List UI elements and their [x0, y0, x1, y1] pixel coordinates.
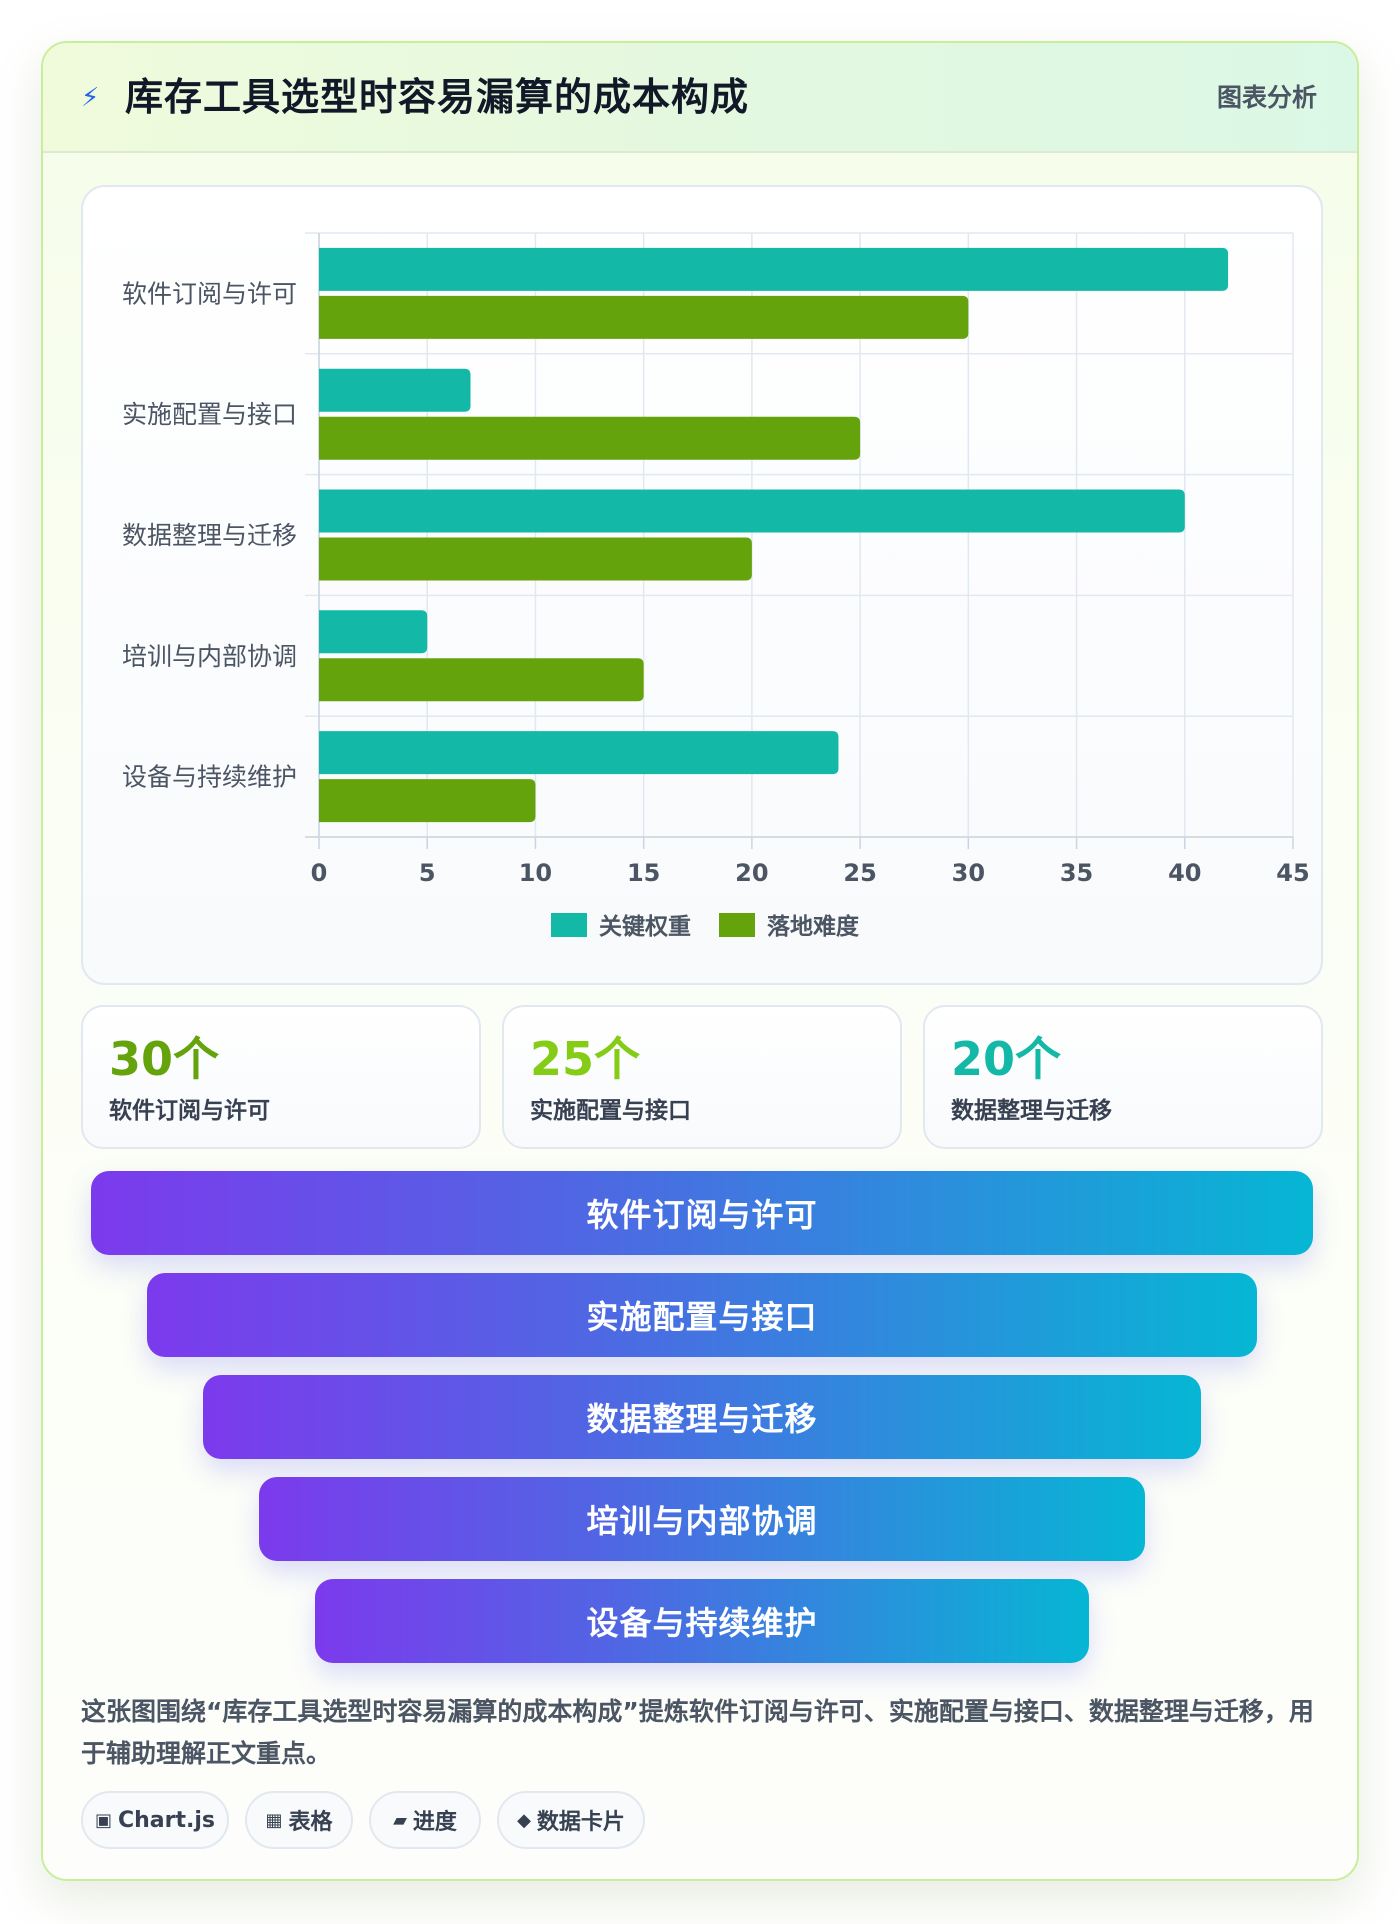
- stat-card: 30个 软件订阅与许可: [81, 1005, 481, 1149]
- bar-chart: 0 5 10 15 20 25 30 35 40 45 软件订阅与许可实施配置与接口数据整理与迁移培…: [122, 232, 1310, 940]
- infographic-card: ⚡ 库存工具选型时容易漏算的成本构成 图表分析 0 5 10 15 20 25 30 35 40…: [41, 41, 1359, 1881]
- x-tick-label: 10: [519, 859, 552, 887]
- funnel: 软件订阅与许可 实施配置与接口 数据整理与迁移 培训与内部协调 设备与持续维护: [43, 1171, 1357, 1691]
- progress-icon: ▰: [393, 1809, 407, 1831]
- stat-value: 30个: [109, 1032, 220, 1086]
- bar-difficulty: [319, 295, 969, 339]
- y-tick-label: 设备与持续维护: [122, 763, 297, 792]
- tag-label: 数据卡片: [536, 1810, 625, 1835]
- stat-label: 数据整理与迁移: [951, 1098, 1112, 1124]
- x-tick-label: 25: [843, 859, 876, 887]
- stat-card: 20个 数据整理与迁移: [923, 1005, 1323, 1149]
- bar-difficulty: [319, 537, 752, 581]
- legend-label: 落地难度: [767, 913, 860, 940]
- bar-key-weight: [319, 731, 839, 775]
- y-tick-label: 培训与内部协调: [122, 642, 297, 671]
- bar-difficulty: [319, 779, 536, 823]
- x-tick-label: 5: [419, 859, 436, 887]
- funnel-bar: 培训与内部协调: [259, 1477, 1145, 1561]
- y-tick-label: 数据整理与迁移: [122, 521, 297, 550]
- x-tick-label: 30: [952, 859, 985, 887]
- bar-key-weight: [319, 610, 428, 654]
- legend-swatch: [719, 913, 755, 937]
- stat-value: 25个: [530, 1032, 641, 1086]
- tag-label: 表格: [288, 1810, 333, 1835]
- stat-card: 25个 实施配置与接口: [502, 1005, 902, 1149]
- bar-key-weight: [319, 489, 1185, 533]
- tag-label: Chart.js: [118, 1807, 216, 1833]
- x-tick-label: 35: [1060, 859, 1093, 887]
- chart-panel: 0 5 10 15 20 25 30 35 40 45 软件订阅与许可 实施配置与接口 数据整理与迁移培…: [81, 185, 1323, 985]
- bar-key-weight: [319, 247, 1229, 291]
- x-tick-label: 0: [311, 859, 328, 887]
- tag-progress[interactable]: ▰ 进度: [369, 1791, 481, 1849]
- x-tick-label: 45: [1276, 859, 1309, 887]
- stat-cards: 30个 软件订阅与许可 25个 实施配置与接口 20个 数据整理与迁移: [81, 1005, 1323, 1149]
- chart-icon: ▣: [94, 1809, 112, 1831]
- stat-label: 实施配置与接口: [530, 1098, 691, 1124]
- stat-value: 20个: [951, 1032, 1062, 1086]
- card-header: ⚡ 库存工具选型时容易漏算的成本构成 图表分析: [43, 43, 1357, 153]
- bar-difficulty: [319, 416, 861, 460]
- funnel-bar: 设备与持续维护: [315, 1579, 1089, 1663]
- legend-label: 关键权重: [599, 913, 691, 940]
- table-icon: ▦: [265, 1809, 283, 1831]
- tag-label: 进度: [412, 1810, 457, 1835]
- chart-analysis-tag: 图表分析: [1216, 83, 1317, 112]
- legend-swatch: [551, 913, 587, 937]
- y-tick-label: 实施配置与接口: [122, 400, 297, 429]
- page-title: 库存工具选型时容易漏算的成本构成: [125, 75, 750, 119]
- tag-data-card[interactable]: ◆ 数据卡片: [497, 1791, 645, 1849]
- tag-table[interactable]: ▦ 表格: [245, 1791, 353, 1849]
- stat-label: 软件订阅与许可: [109, 1098, 270, 1124]
- funnel-bar: 数据整理与迁移: [203, 1375, 1201, 1459]
- data-card-icon: ◆: [517, 1809, 531, 1831]
- chart-description: 这张图围绕“库存工具选型时容易漏算的成本构成”提炼软件订阅与许可、实施配置与接口…: [81, 1697, 1314, 1768]
- x-tick-label: 40: [1168, 859, 1201, 887]
- tag-chartjs[interactable]: ▣ Chart.js: [81, 1791, 229, 1849]
- lightning-icon: ⚡: [81, 83, 100, 113]
- y-tick-label: 软件订阅与许可: [122, 279, 297, 308]
- bar-difficulty: [319, 658, 644, 702]
- x-tick-label: 20: [735, 859, 768, 887]
- funnel-bar: 软件订阅与许可: [91, 1171, 1313, 1255]
- bar-key-weight: [319, 368, 471, 412]
- funnel-bar: 实施配置与接口: [147, 1273, 1257, 1357]
- x-tick-label: 15: [627, 859, 660, 887]
